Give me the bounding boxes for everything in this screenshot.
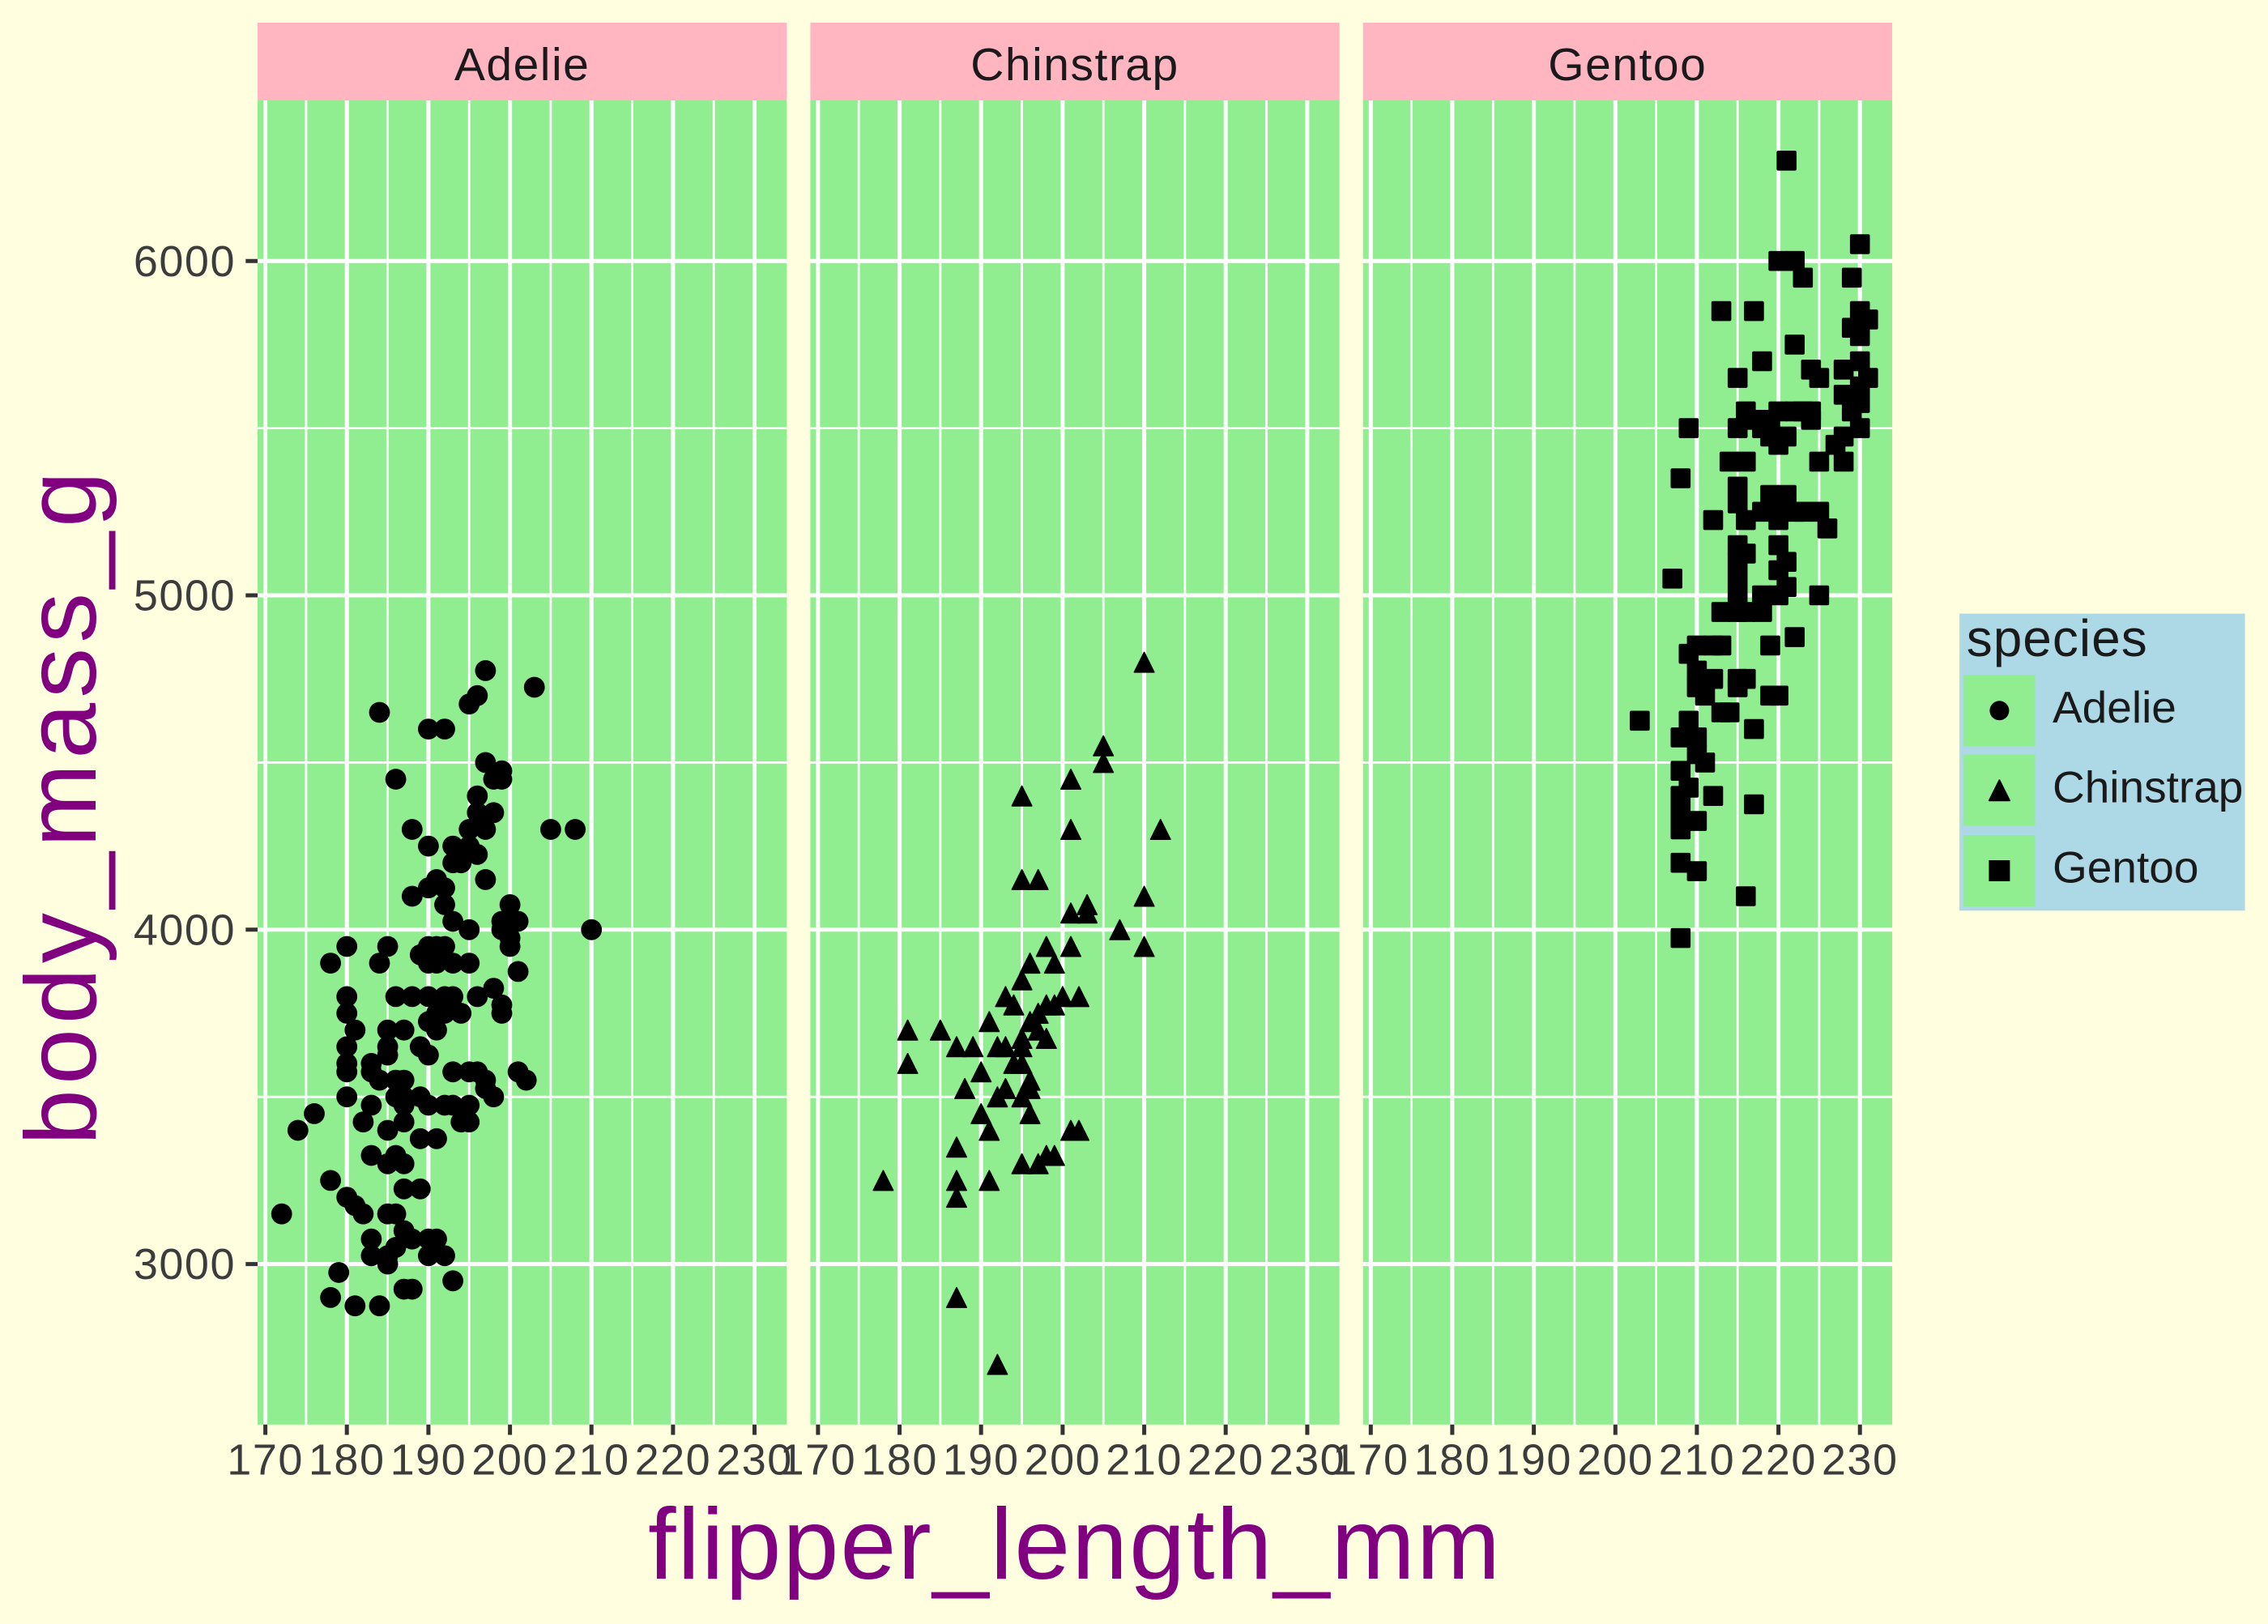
svg-text:200: 200 — [1025, 1436, 1102, 1485]
svg-text:210: 210 — [1659, 1436, 1736, 1485]
svg-text:3000: 3000 — [134, 1240, 236, 1289]
svg-text:species: species — [1967, 609, 2148, 667]
svg-text:230: 230 — [1269, 1436, 1346, 1485]
svg-text:180: 180 — [309, 1436, 386, 1485]
svg-text:6000: 6000 — [134, 237, 236, 286]
svg-text:Gentoo: Gentoo — [2053, 842, 2198, 893]
svg-text:220: 220 — [1187, 1436, 1264, 1485]
svg-text:Chinstrap: Chinstrap — [2053, 762, 2243, 812]
svg-text:180: 180 — [861, 1436, 938, 1485]
svg-text:170: 170 — [780, 1436, 857, 1485]
svg-text:180: 180 — [1414, 1436, 1491, 1485]
svg-text:220: 220 — [635, 1436, 712, 1485]
svg-text:210: 210 — [553, 1436, 630, 1485]
svg-text:170: 170 — [227, 1436, 304, 1485]
svg-text:190: 190 — [390, 1436, 467, 1485]
svg-text:flipper_length_mm: flipper_length_mm — [648, 1489, 1502, 1601]
svg-text:Gentoo: Gentoo — [1548, 39, 1707, 91]
svg-text:Adelie: Adelie — [454, 39, 590, 91]
svg-text:190: 190 — [1495, 1436, 1572, 1485]
svg-text:190: 190 — [943, 1436, 1020, 1485]
svg-text:210: 210 — [1106, 1436, 1183, 1485]
svg-text:5000: 5000 — [134, 572, 236, 620]
svg-text:170: 170 — [1332, 1436, 1409, 1485]
svg-text:230: 230 — [1822, 1436, 1899, 1485]
svg-text:230: 230 — [716, 1436, 793, 1485]
svg-text:4000: 4000 — [134, 906, 236, 954]
svg-text:Adelie: Adelie — [2053, 682, 2176, 732]
svg-text:Chinstrap: Chinstrap — [970, 39, 1179, 91]
svg-text:body_mass_g: body_mass_g — [6, 467, 117, 1145]
svg-text:200: 200 — [471, 1436, 548, 1485]
svg-text:220: 220 — [1740, 1436, 1817, 1485]
svg-text:200: 200 — [1577, 1436, 1654, 1485]
